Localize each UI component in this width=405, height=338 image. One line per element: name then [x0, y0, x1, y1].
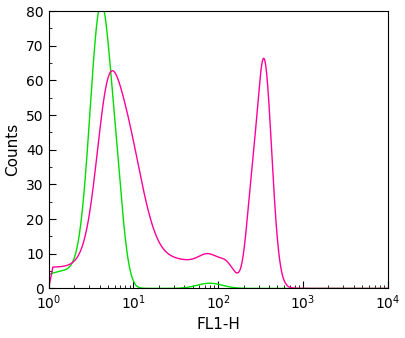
X-axis label: FL1-H: FL1-H [196, 317, 239, 333]
Y-axis label: Counts: Counts [6, 123, 21, 176]
